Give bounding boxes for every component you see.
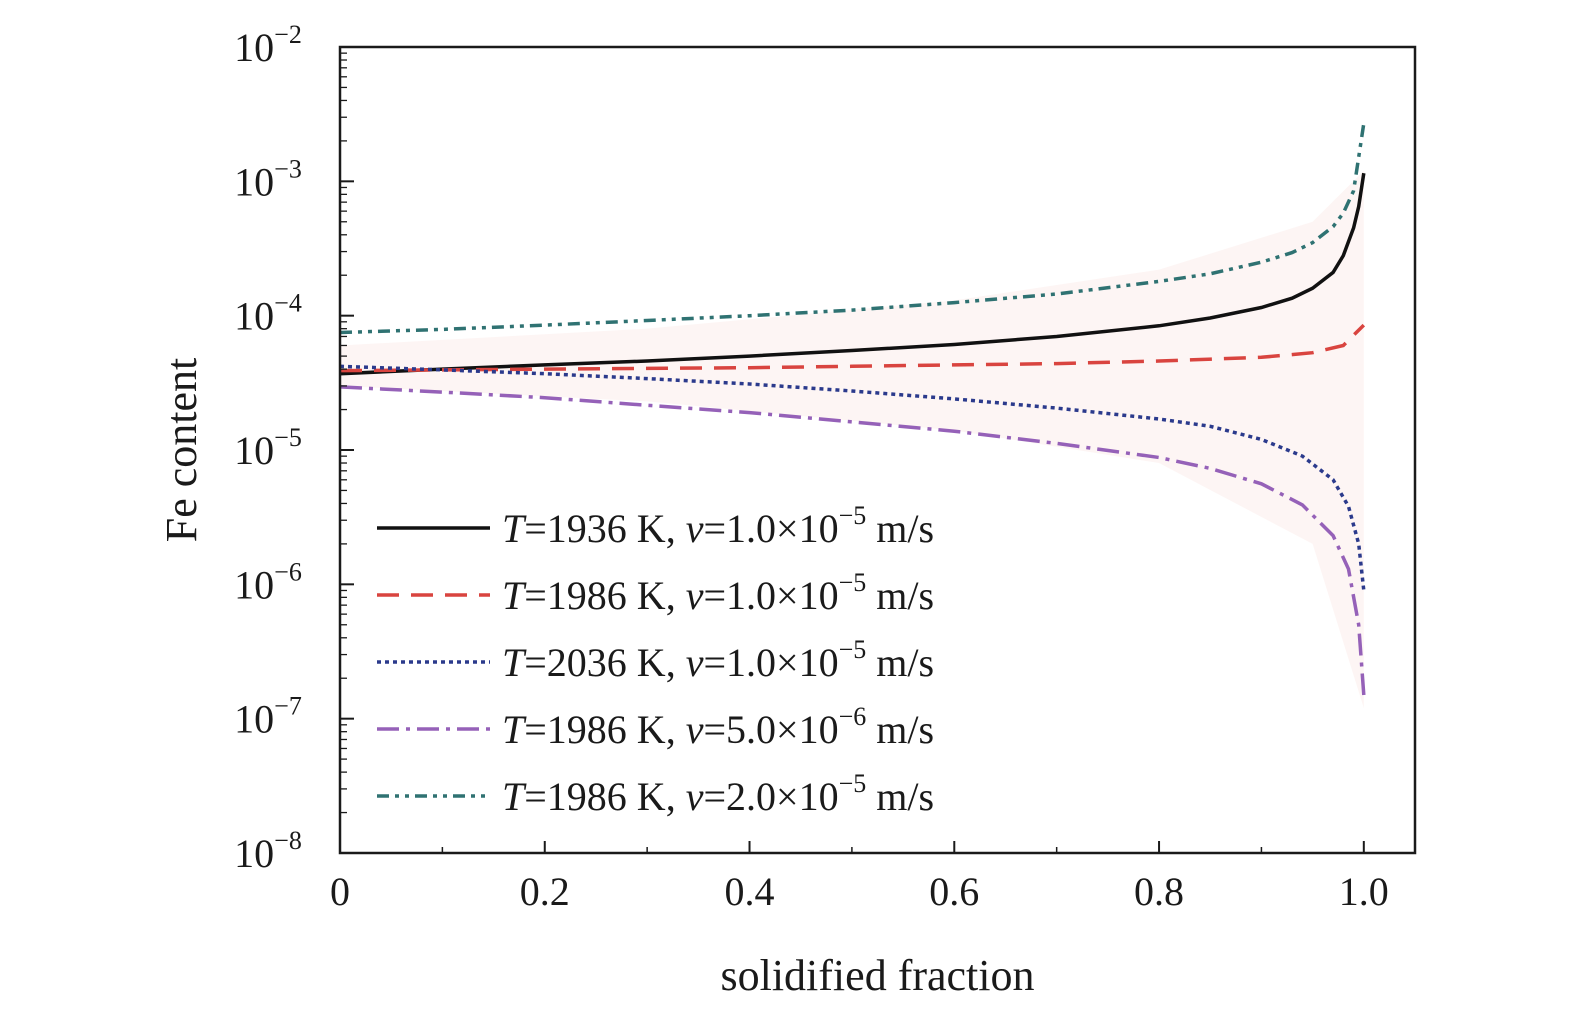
y-tick-label: 10−6 — [234, 557, 302, 607]
legend-label-5: T=1986 K, v=2.0×10−5 m/s — [502, 769, 934, 819]
series-line-3 — [339, 364, 1366, 591]
y-tick-label: 10−4 — [234, 289, 302, 339]
y-axis-label: Fe content — [157, 358, 206, 543]
y-tick-labels: 10−8 10−7 10−6 10−5 10−4 10−3 10−2 — [234, 20, 302, 876]
legend-label-4: T=1986 K, v=5.0×10−6 m/s — [502, 702, 934, 752]
y-tick-label: 10−3 — [234, 154, 302, 204]
y-tick-label: 10−7 — [234, 692, 302, 742]
x-tick-label: 0 — [330, 869, 350, 914]
axis-ticks — [339, 46, 1365, 854]
y-tick-label: 10−2 — [234, 20, 302, 70]
series-lines — [339, 123, 1366, 696]
x-tick-label: 1.0 — [1339, 869, 1389, 914]
series-line-1 — [339, 172, 1366, 376]
series-line-5 — [339, 123, 1366, 335]
series-line-2 — [339, 323, 1366, 373]
x-tick-label: 0.2 — [520, 869, 570, 914]
y-tick-label: 10−5 — [234, 423, 302, 473]
y-tick-label: 10−8 — [234, 826, 302, 876]
x-tick-label: 0.6 — [929, 869, 979, 914]
legend-label-2: T=1986 K, v=1.0×10−5 m/s — [502, 568, 934, 618]
x-tick-labels: 0 0.2 0.4 0.6 0.8 1.0 — [330, 869, 1389, 914]
series-line-4 — [339, 385, 1366, 696]
x-axis-label: solidified fraction — [720, 951, 1034, 1000]
legend-label-1: T=1936 K, v=1.0×10−5 m/s — [502, 501, 934, 551]
x-tick-label: 0.8 — [1134, 869, 1184, 914]
x-tick-label: 0.4 — [725, 869, 775, 914]
legend: T=1936 K, v=1.0×10−5 m/s T=1986 K, v=1.0×… — [377, 501, 934, 819]
legend-label-3: T=2036 K, v=1.0×10−5 m/s — [502, 635, 934, 685]
uncertainty-band — [340, 170, 1364, 709]
